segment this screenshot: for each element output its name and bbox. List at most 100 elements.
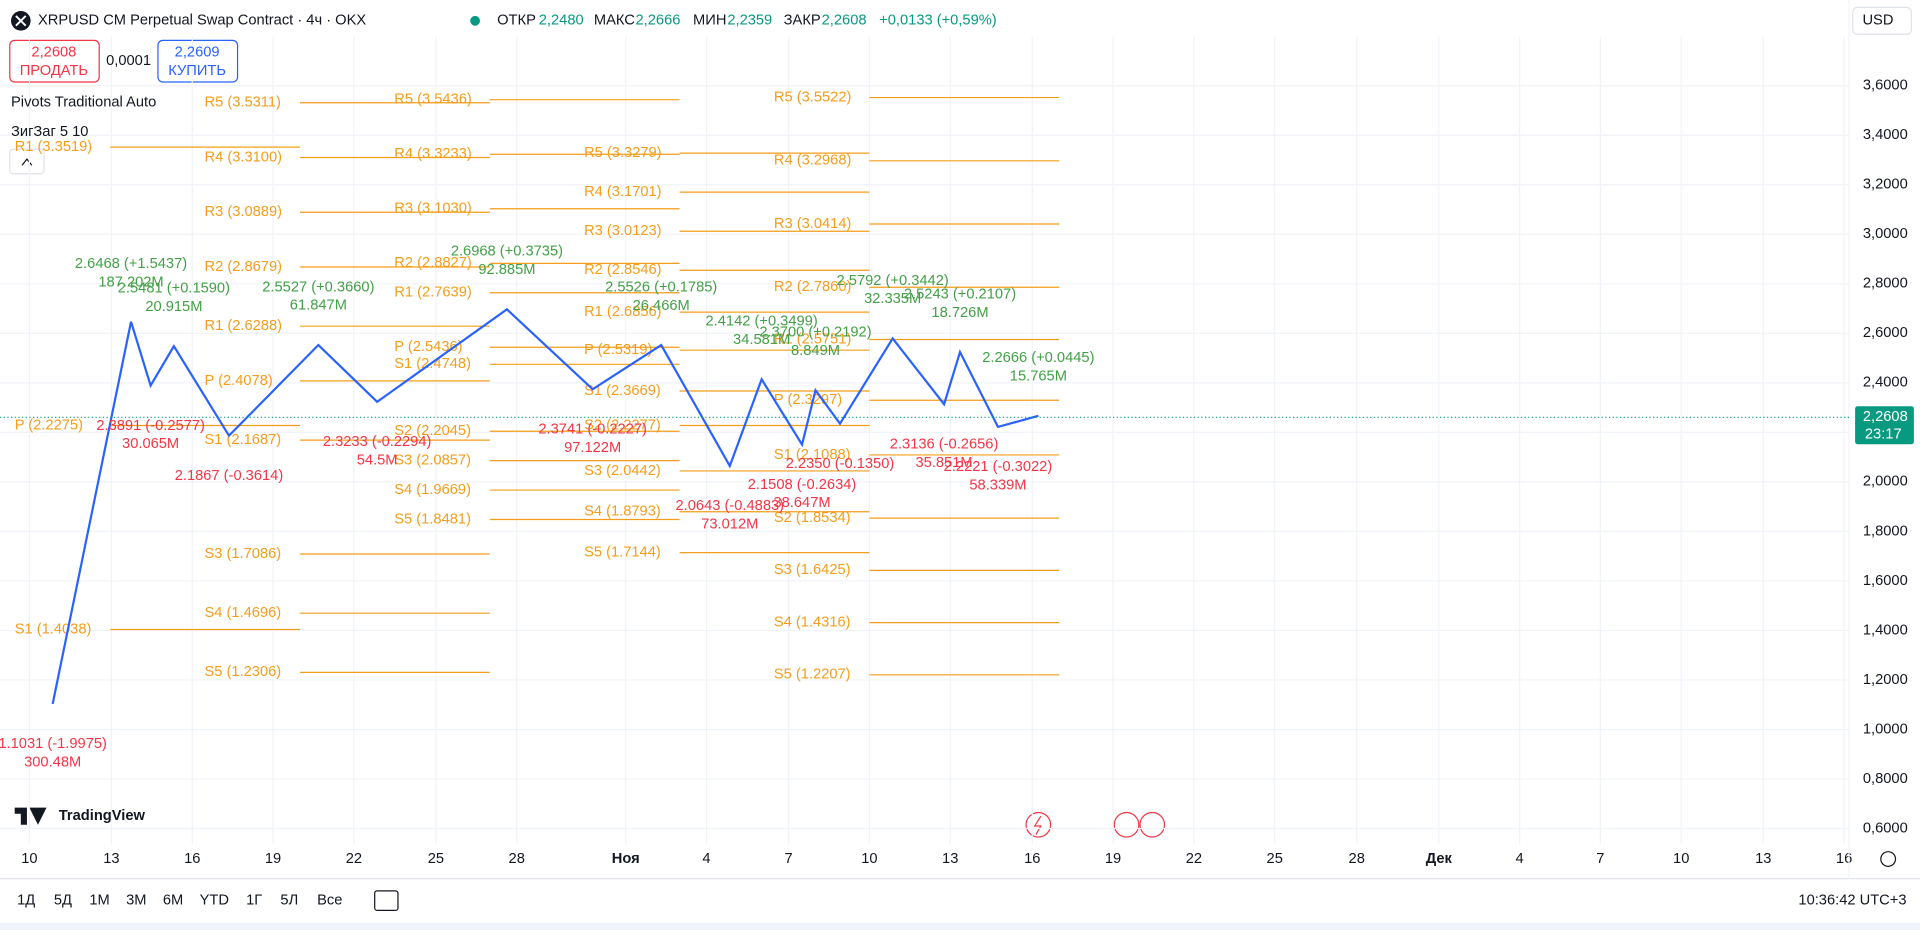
range-button[interactable]: 3М [126, 893, 146, 909]
x-tick-label: 16 [1836, 851, 1852, 867]
x-tick-label: Ноя [612, 851, 640, 867]
calendar-icon[interactable] [374, 890, 399, 912]
currency-button[interactable] [1852, 6, 1913, 35]
pivot-label: R4 (3.2968) [774, 153, 852, 169]
settings-icon[interactable] [1880, 851, 1897, 867]
x-tick-label: 10 [1673, 851, 1689, 867]
clock: 10:36:42 UTC+3 [1798, 893, 1906, 909]
zigzag-volume: 34.581M [733, 332, 790, 348]
zigzag-volume: 38.647M [773, 495, 830, 511]
x-tick-label: 28 [1349, 851, 1365, 867]
pivot-label: R3 (3.0889) [204, 204, 282, 220]
sell-price: 2,2608 [31, 44, 76, 60]
pivot-label: R5 (3.5522) [774, 89, 852, 105]
range-button[interactable]: 5Л [280, 893, 298, 909]
pivot-label: S2 (2.2277) [584, 417, 661, 433]
pivot-label: R3 (3.0123) [584, 223, 662, 239]
pivot-label: S1 (1.4038) [15, 621, 92, 637]
pivot-label: R2 (2.8827) [394, 255, 472, 271]
pivot-label: S3 (1.7086) [204, 546, 281, 562]
range-button[interactable]: 1М [89, 893, 109, 909]
x-tick-label: 4 [1516, 851, 1524, 867]
range-button[interactable]: 1Д [17, 893, 35, 909]
zigzag-label: 2.0643 (-0.4883) [676, 498, 785, 514]
zigzag-volume: 97.122M [564, 440, 621, 456]
range-button[interactable]: 1Г [246, 893, 262, 909]
range-button[interactable]: Все [317, 893, 342, 909]
pivot-label: R1 (2.6288) [204, 318, 282, 334]
ohlc-value: 2,2359 [727, 13, 772, 29]
zigzag-label: 2.6468 (+1.5437) [75, 256, 187, 272]
y-tick-label: 3,2000 [1863, 177, 1908, 193]
zigzag-volume: 54.5M [357, 452, 398, 468]
y-tick-label: 1,8000 [1863, 523, 1908, 539]
zigzag-volume: 300.48M [24, 755, 81, 771]
x-tick-label: 16 [1024, 851, 1040, 867]
event-icon[interactable] [1113, 811, 1140, 838]
footer-strip [0, 922, 1920, 930]
pivot-label: S5 (1.2207) [774, 667, 851, 683]
zigzag-volume: 61.847M [290, 298, 347, 314]
x-tick-label: 28 [509, 851, 525, 867]
y-tick-label: 3,0000 [1863, 226, 1908, 242]
y-tick-label: 0,8000 [1863, 771, 1908, 787]
zigzag-line [51, 307, 1039, 705]
pivot-label: S5 (1.7144) [584, 544, 661, 560]
pivot-label: P (2.2275) [15, 417, 83, 433]
range-button[interactable]: 5Д [54, 893, 72, 909]
pivot-label: S4 (1.8793) [584, 504, 661, 520]
x-tick-label: 13 [103, 851, 119, 867]
pivot-label: R4 (3.3233) [394, 146, 472, 162]
event-icon[interactable] [1025, 811, 1052, 838]
status-dot [470, 15, 480, 26]
zigzag-volume: 32.335M [864, 291, 921, 307]
symbol-title: XRPUSD CM Perpetual Swap Contract · 4ч ·… [38, 13, 366, 29]
currency[interactable]: USD [1862, 13, 1893, 29]
pivot-label: S5 (1.2306) [204, 664, 281, 680]
pivot-label: R5 (3.5436) [394, 92, 472, 108]
zigzag-label: 2.5526 (+0.1785) [605, 279, 717, 295]
pivot-label: R2 (2.8546) [584, 262, 662, 278]
zigzag-volume: 8.849M [791, 343, 840, 359]
pivot-label: R3 (3.0414) [774, 216, 852, 232]
pivot-label: S3 (2.0442) [584, 463, 661, 479]
collapse-button[interactable] [9, 148, 45, 175]
buy-price: 2,2609 [175, 44, 220, 60]
sell-button[interactable] [9, 39, 100, 83]
y-tick-label: 0,6000 [1863, 820, 1908, 836]
last-price-label: 2,2608 [1863, 409, 1908, 425]
ohlc-value: 2,2480 [539, 13, 584, 29]
buy-button[interactable] [157, 39, 239, 83]
pivot-label: R3 (3.1030) [394, 201, 472, 217]
collapse-icon [21, 158, 33, 166]
range-button[interactable]: 6М [163, 893, 183, 909]
indicator-label: Pivots Traditional Auto [11, 95, 156, 111]
x-tick-label: 7 [1596, 851, 1604, 867]
y-tick-label: 1,4000 [1863, 622, 1908, 638]
zigzag-label: 2.5243 (+0.2107) [904, 286, 1016, 302]
event-icon[interactable] [1139, 811, 1166, 838]
range-button[interactable]: YTD [200, 893, 229, 909]
y-tick-label: 2,6000 [1863, 325, 1908, 341]
x-tick-label: 10 [861, 851, 877, 867]
zigzag-volume: 20.915M [145, 299, 202, 315]
x-tick-label: 13 [942, 851, 958, 867]
x-tick-label: 13 [1755, 851, 1771, 867]
pivot-label: R5 (3.5311) [204, 95, 280, 111]
zigzag-volume: 15.765M [1010, 369, 1067, 385]
ohlc-value: 2,2666 [636, 13, 681, 29]
symbol-icon-mark [15, 15, 27, 27]
y-tick-label: 1,0000 [1863, 721, 1908, 737]
zigzag-label: 2.6968 (+0.3735) [451, 244, 563, 260]
zigzag-label: 2.5481 (+0.1590) [118, 281, 230, 297]
logo-text: TradingView [59, 808, 146, 824]
zigzag-label: 2.1867 (-0.3614) [175, 468, 284, 484]
zigzag-label: 2.3700 (+0.2192) [759, 325, 871, 341]
pivot-label: P (2.3297) [774, 392, 842, 408]
zigzag-label: 2.2350 (-0.1350) [786, 456, 895, 472]
pivot-label: R1 (2.5751) [774, 331, 852, 347]
ohlc-label: МАКС [594, 13, 635, 29]
pivot-label: R2 (2.7860) [774, 279, 852, 295]
